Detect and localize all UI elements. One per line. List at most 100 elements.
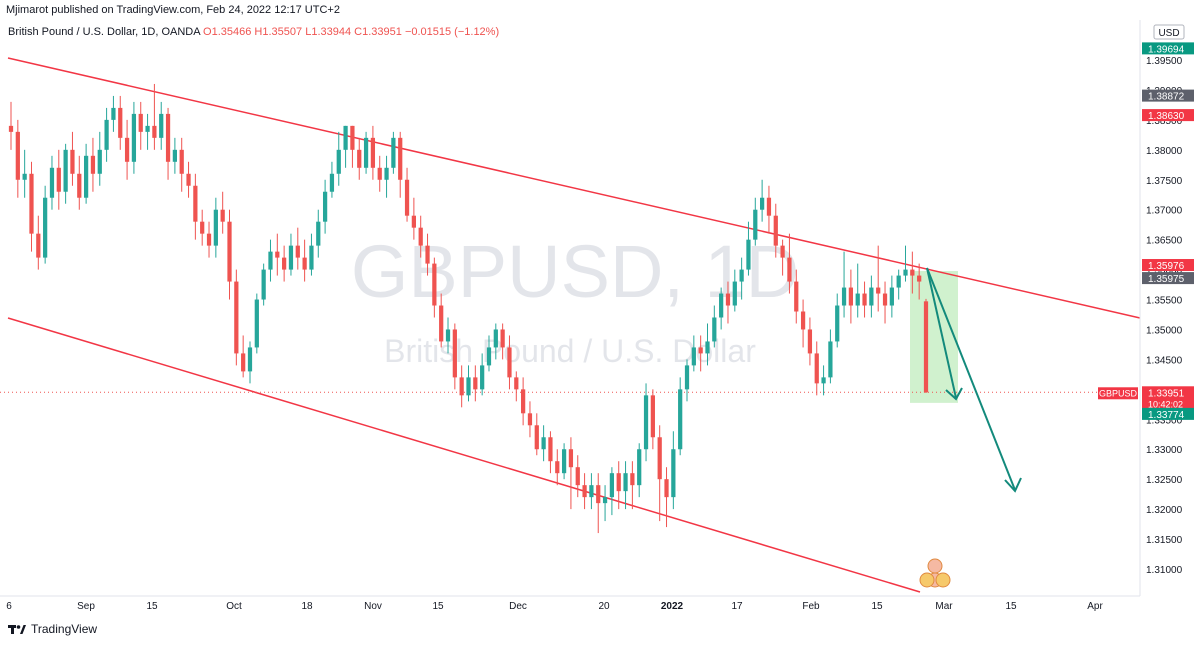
candle[interactable] [220,191,225,234]
candle[interactable] [862,281,867,318]
candle[interactable] [869,275,874,318]
candle[interactable] [404,167,410,222]
candle[interactable] [22,149,27,198]
candle[interactable] [165,107,171,180]
candle[interactable] [363,131,369,174]
candle[interactable] [288,233,294,276]
candle[interactable] [90,137,96,192]
candle[interactable] [370,125,376,180]
candle[interactable] [193,173,198,240]
candle[interactable] [910,251,915,294]
channel-upper-line[interactable] [7,57,1141,319]
candle[interactable] [664,467,669,528]
candle[interactable] [145,113,150,150]
candle[interactable] [357,137,362,180]
candle[interactable] [316,209,321,258]
channel-lower-line[interactable] [7,317,921,593]
candle[interactable] [118,95,123,150]
candle[interactable] [56,149,61,210]
candle[interactable] [841,251,847,318]
candle[interactable] [896,269,901,300]
candle[interactable] [561,443,567,480]
economic-event-icon[interactable] [919,572,935,588]
candle[interactable] [282,245,287,282]
candle[interactable] [200,209,205,246]
candle[interactable] [398,131,403,198]
candle[interactable] [473,365,478,402]
candle[interactable] [172,137,177,174]
candle[interactable] [213,197,218,258]
candle[interactable] [350,125,355,168]
candle[interactable] [582,473,587,510]
candle[interactable] [807,317,813,366]
candle[interactable] [445,317,451,354]
candle[interactable] [418,215,423,258]
candle[interactable] [411,197,416,240]
candle[interactable] [678,377,683,456]
candle[interactable] [555,449,560,486]
candle[interactable] [882,281,888,324]
candle[interactable] [49,155,55,210]
candle[interactable] [425,233,430,276]
candle[interactable] [794,269,799,324]
candle[interactable] [684,359,690,402]
candle[interactable] [186,161,191,198]
candle[interactable] [384,155,389,198]
candle[interactable] [336,131,341,186]
candle[interactable] [234,269,239,366]
candle[interactable] [329,161,335,198]
candle[interactable] [725,281,731,324]
candle[interactable] [541,425,546,462]
candle[interactable] [903,245,908,282]
candle[interactable] [814,341,819,396]
candle[interactable] [29,161,34,252]
candle[interactable] [719,287,724,330]
candle[interactable] [70,131,75,186]
candle[interactable] [596,473,601,534]
candle[interactable] [500,323,505,360]
economic-event-icon[interactable] [927,558,943,574]
candle[interactable] [241,335,246,378]
candle[interactable] [111,95,116,132]
candle[interactable] [261,263,266,306]
candle[interactable] [630,461,635,510]
candle[interactable] [705,323,710,366]
candle[interactable] [609,467,615,516]
candle[interactable] [575,455,580,498]
candle[interactable] [343,125,348,168]
candle[interactable] [104,107,109,162]
economic-event-icon[interactable] [935,572,951,588]
candle[interactable] [507,335,512,390]
candle[interactable] [295,227,300,270]
candle[interactable] [650,389,655,450]
candle[interactable] [698,335,703,372]
candle[interactable] [828,329,833,384]
candle[interactable] [486,335,492,372]
candle[interactable] [637,443,642,498]
candle[interactable] [268,239,273,282]
candle[interactable] [691,335,696,372]
candle[interactable] [302,239,307,282]
candle[interactable] [739,257,744,300]
projection-arrow-short[interactable] [926,267,957,399]
candle[interactable] [671,431,676,510]
candle[interactable] [780,239,785,276]
candle[interactable] [521,377,526,426]
currency-selector[interactable]: USD [1153,24,1185,40]
candle[interactable] [97,131,102,186]
candle[interactable] [568,437,574,510]
candle[interactable] [760,179,765,222]
candle[interactable] [131,101,137,174]
footer-branding[interactable]: TradingView [8,622,97,636]
candle[interactable] [227,209,232,300]
candle[interactable] [773,203,778,258]
candle[interactable] [835,293,840,348]
candle[interactable] [917,263,922,300]
candle[interactable] [439,293,444,348]
candle[interactable] [732,269,737,312]
candle[interactable] [746,221,751,276]
candle[interactable] [391,131,396,174]
candle[interactable] [83,143,89,204]
candle[interactable] [787,233,792,294]
